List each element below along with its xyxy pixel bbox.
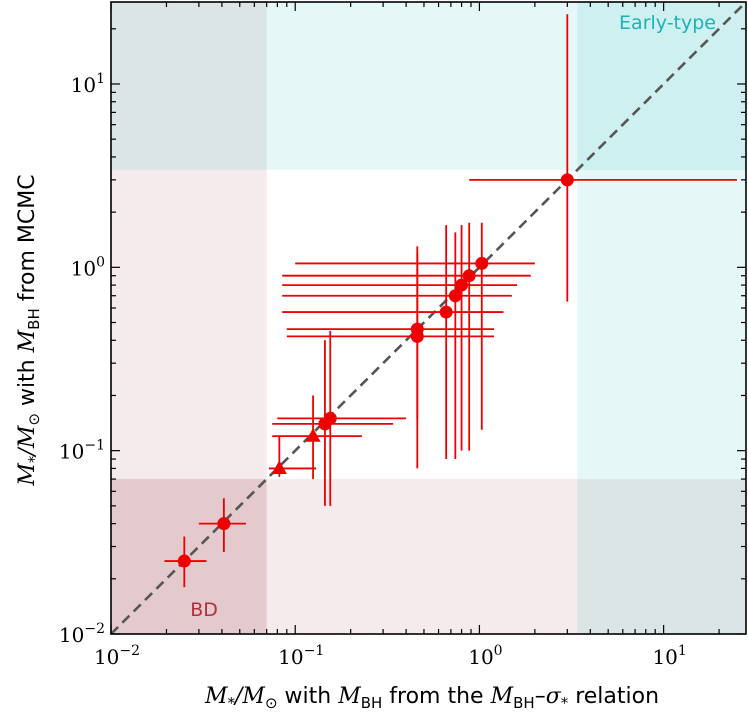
data-point-circle <box>177 554 191 568</box>
y-tick-label: 101 <box>71 71 105 97</box>
x-tick-label: 10−1 <box>278 643 324 669</box>
x-tick-label: 100 <box>468 643 502 669</box>
y-axis-label: M*/M⊙ with MBH from MCMC <box>15 174 43 486</box>
data-point-circle <box>410 329 424 343</box>
early-type-region-column <box>577 2 746 634</box>
y-tick-label: 100 <box>71 254 105 280</box>
data-point-circle <box>439 305 453 319</box>
data-markers <box>177 173 574 568</box>
region-label-early-type: Early-type <box>619 12 716 34</box>
tick-labels: 10−2 10−1 100 101 10−2 10−1 100 101 <box>59 71 687 669</box>
x-axis-label: M*/M⊙ with MBH from the MBH–σ* relation <box>204 684 659 712</box>
data-point-triangle <box>271 460 287 475</box>
early-type-region-row <box>111 2 746 170</box>
data-point-circle <box>462 269 476 283</box>
data-point-circle <box>448 289 462 303</box>
bd-region-horizontal <box>111 479 746 634</box>
identity-line <box>110 1 747 635</box>
x-tick-label: 10−2 <box>94 643 140 669</box>
data-point-circle <box>217 517 231 531</box>
data-point-circle <box>323 411 337 425</box>
data-point-circle <box>560 173 574 187</box>
region-label-bd: BD <box>190 599 218 621</box>
shaded-regions <box>111 2 746 634</box>
y-tick-label: 10−2 <box>59 621 105 647</box>
y-tick-label: 10−1 <box>59 438 105 464</box>
plot-frame <box>110 1 747 635</box>
axis-ticks <box>110 2 746 635</box>
bd-region-column <box>111 2 267 634</box>
data-point-circle <box>455 278 469 292</box>
data-point-circle <box>475 256 489 270</box>
data-point-triangle <box>305 428 321 442</box>
x-tick-label: 101 <box>652 643 686 669</box>
